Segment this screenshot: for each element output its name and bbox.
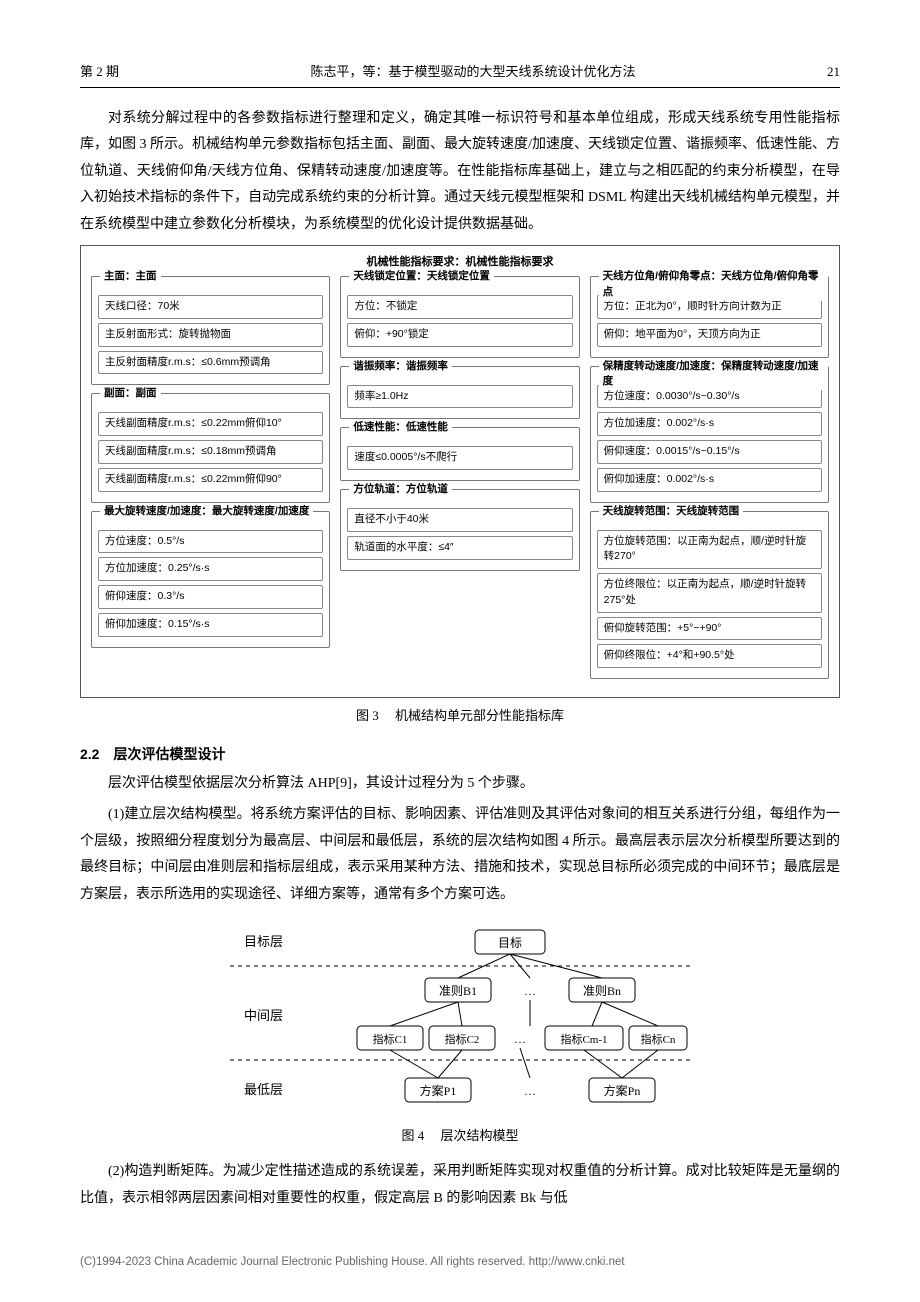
- group-maxrotation-title: 最大旋转速度/加速度：最大旋转速度/加速度: [100, 504, 313, 520]
- group-zero: 天线方位角/俯仰角零点：天线方位角/俯仰角零点 方位：正北为0°，顺时针方向计数…: [590, 276, 829, 358]
- fig4-goal: 目标: [498, 936, 522, 950]
- group-maxrotation: 最大旋转速度/加速度：最大旋转速度/加速度 方位速度：0.5°/s 方位加速度：…: [91, 511, 330, 648]
- group-main-title: 主面：主面: [100, 269, 161, 285]
- spec-field: 俯仰终限位：+4°和+90.5°处: [597, 644, 822, 668]
- figure-3-panel-title: 机械性能指标要求：机械性能指标要求: [91, 254, 829, 271]
- fig4-plan-2: 方案Pn: [604, 1083, 641, 1098]
- running-title: 陈志平，等：基于模型驱动的大型天线系统设计优化方法: [311, 60, 636, 85]
- issue-number: 第 2 期: [80, 60, 119, 85]
- spec-field: 天线副面精度r.m.s：≤0.22mm俯仰10°: [98, 412, 323, 436]
- group-track-title: 方位轨道：方位轨道: [349, 482, 452, 498]
- group-range-title: 天线旋转范围：天线旋转范围: [599, 504, 744, 520]
- figure-4: 目标层 中间层 最低层 目标 准则B1 … 准则Bn 指标C1: [230, 918, 690, 1118]
- spec-field: 俯仰：+90°锁定: [347, 323, 572, 347]
- group-precise: 保精度转动速度/加速度：保精度转动速度/加速度 方位速度：0.0030°/s~0…: [590, 366, 829, 503]
- spec-field: 天线副面精度r.m.s：≤0.18mm预调角: [98, 440, 323, 464]
- fig4-caption-text: 层次结构模型: [441, 1128, 519, 1143]
- group-lowspeed-title: 低速性能：低速性能: [349, 420, 452, 436]
- spec-field: 天线副面精度r.m.s：≤0.22mm俯仰90°: [98, 468, 323, 492]
- group-lowspeed: 低速性能：低速性能 速度≤0.0005°/s不爬行: [340, 427, 579, 481]
- section-2-2-heading: 2.2 层次评估模型设计: [80, 741, 840, 768]
- group-sub: 副面：副面 天线副面精度r.m.s：≤0.22mm俯仰10° 天线副面精度r.m…: [91, 393, 330, 502]
- spec-field: 俯仰加速度：0.15°/s·s: [98, 613, 323, 637]
- running-header: 第 2 期 陈志平，等：基于模型驱动的大型天线系统设计优化方法 21: [80, 60, 840, 88]
- fig4-plan-1: …: [524, 1084, 536, 1098]
- group-track: 方位轨道：方位轨道 直径不小于40米 轨道面的水平度：≤4″: [340, 489, 579, 571]
- fig3-caption-no: 图 3: [356, 708, 379, 723]
- group-sub-title: 副面：副面: [100, 386, 161, 402]
- fig4-low-label: 最低层: [244, 1082, 283, 1097]
- fig4-mid-label: 中间层: [244, 1008, 283, 1023]
- figure-3-caption: 图 3 机械结构单元部分性能指标库: [80, 704, 840, 729]
- spec-field: 方位加速度：0.25°/s·s: [98, 557, 323, 581]
- fig4-criteria-0: 准则B1: [439, 984, 477, 998]
- section-2-2-p1: 层次评估模型依据层次分析算法 AHP[9]，其设计过程分为 5 个步骤。: [80, 771, 840, 798]
- figure-4-caption: 图 4 层次结构模型: [80, 1124, 840, 1149]
- spec-field: 主反射面精度r.m.s：≤0.6mm预调角: [98, 351, 323, 375]
- figure-3: 机械性能指标要求：机械性能指标要求 主面：主面 天线口径：70米 主反射面形式：…: [80, 245, 840, 699]
- group-range: 天线旋转范围：天线旋转范围 方位旋转范围：以正南为起点，顺/逆时针旋转270° …: [590, 511, 829, 680]
- spec-field: 轨道面的水平度：≤4″: [347, 536, 572, 560]
- fig3-col2: 天线锁定位置：天线锁定位置 方位：不锁定 俯仰：+90°锁定 谐振频率：谐振频率…: [340, 276, 579, 687]
- spec-field: 方位：不锁定: [347, 295, 572, 319]
- spec-field: 天线口径：70米: [98, 295, 323, 319]
- spec-field: 俯仰速度：0.0015°/s~0.15°/s: [597, 440, 822, 464]
- spec-field: 方位旋转范围：以正南为起点，顺/逆时针旋转270°: [597, 530, 822, 570]
- fig4-indicator-4: 指标Cn: [641, 1032, 676, 1046]
- fig4-caption-no: 图 4: [401, 1128, 424, 1143]
- spec-field: 直径不小于40米: [347, 508, 572, 532]
- group-resonance: 谐振频率：谐振频率 频率≥1.0Hz: [340, 366, 579, 420]
- group-main: 主面：主面 天线口径：70米 主反射面形式：旋转抛物面 主反射面精度r.m.s：…: [91, 276, 330, 385]
- spec-field: 频率≥1.0Hz: [347, 385, 572, 409]
- fig4-indicator-0: 指标C1: [373, 1032, 408, 1046]
- spec-field: 方位终限位：以正南为起点，顺/逆时针旋转275°处: [597, 573, 822, 613]
- fig4-indicator-3: 指标Cm-1: [560, 1032, 607, 1046]
- intro-paragraph: 对系统分解过程中的各参数指标进行整理和定义，确定其唯一标识符号和基本单位组成，形…: [80, 106, 840, 239]
- spec-field: 俯仰旋转范围：+5°~+90°: [597, 617, 822, 641]
- group-precise-title: 保精度转动速度/加速度：保精度转动速度/加速度: [599, 359, 828, 391]
- fig4-plan-0: 方案P1: [420, 1083, 457, 1098]
- spec-field: 俯仰：地平面为0°，天顶方向为正: [597, 323, 822, 347]
- fig4-criteria-1: …: [524, 984, 536, 998]
- group-lock-title: 天线锁定位置：天线锁定位置: [349, 269, 494, 285]
- fig3-caption-text: 机械结构单元部分性能指标库: [395, 708, 564, 723]
- fig4-indicator-2: …: [514, 1032, 526, 1046]
- spec-field: 速度≤0.0005°/s不爬行: [347, 446, 572, 470]
- fig4-indicator-1: 指标C2: [445, 1032, 480, 1046]
- spec-field: 方位速度：0.5°/s: [98, 530, 323, 554]
- spec-field: 方位加速度：0.002°/s·s: [597, 412, 822, 436]
- section-2-2-p3: (2)构造判断矩阵。为减少定性描述造成的系统误差，采用判断矩阵实现对权重值的分析…: [80, 1159, 840, 1212]
- group-lock: 天线锁定位置：天线锁定位置 方位：不锁定 俯仰：+90°锁定: [340, 276, 579, 358]
- fig4-top-label: 目标层: [244, 934, 283, 949]
- section-2-2-p2: (1)建立层次结构模型。将系统方案评估的目标、影响因素、评估准则及其评估对象间的…: [80, 802, 840, 908]
- page-number: 21: [827, 60, 840, 85]
- fig3-col1: 主面：主面 天线口径：70米 主反射面形式：旋转抛物面 主反射面精度r.m.s：…: [91, 276, 330, 687]
- group-resonance-title: 谐振频率：谐振频率: [349, 359, 452, 375]
- footer-copyright: (C)1994-2023 China Academic Journal Elec…: [80, 1252, 625, 1274]
- spec-field: 俯仰加速度：0.002°/s·s: [597, 468, 822, 492]
- fig3-col3: 天线方位角/俯仰角零点：天线方位角/俯仰角零点 方位：正北为0°，顺时针方向计数…: [590, 276, 829, 687]
- spec-field: 俯仰速度：0.3°/s: [98, 585, 323, 609]
- fig4-criteria-2: 准则Bn: [583, 984, 621, 998]
- group-zero-title: 天线方位角/俯仰角零点：天线方位角/俯仰角零点: [599, 269, 828, 301]
- spec-field: 主反射面形式：旋转抛物面: [98, 323, 323, 347]
